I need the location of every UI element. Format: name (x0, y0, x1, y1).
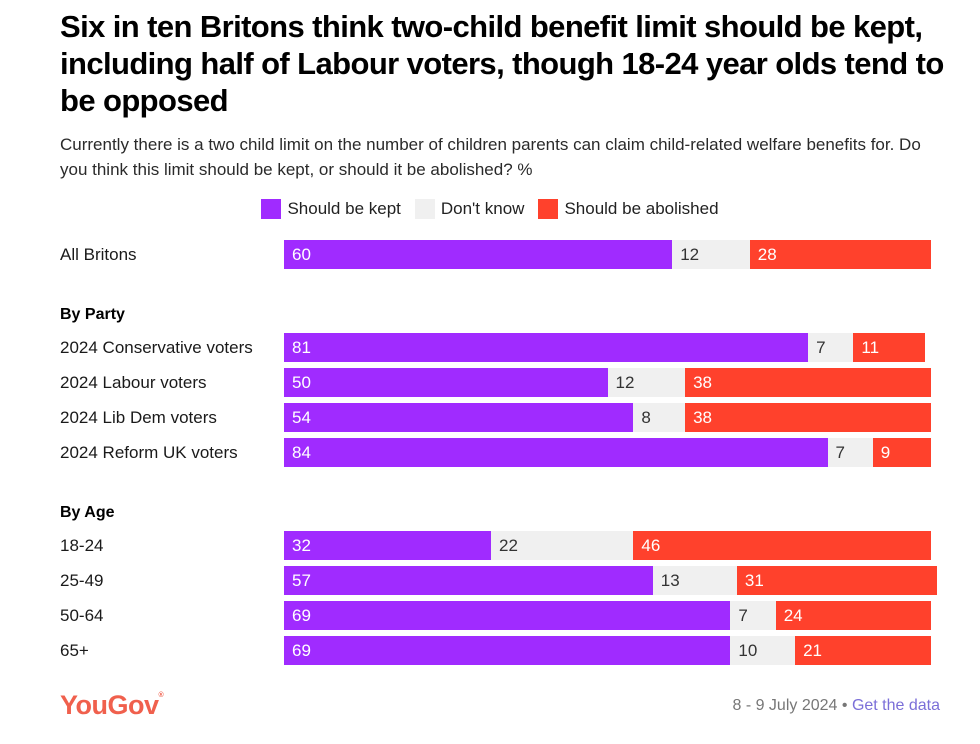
bar-segment-abolished: 21 (795, 636, 931, 665)
bar-segment-dont-know: 12 (607, 368, 686, 397)
data-label: 69 (292, 606, 311, 625)
data-label: 57 (292, 571, 311, 590)
bar-segment-kept: 81 (284, 333, 809, 362)
bar-segment-dont-know: 7 (730, 601, 776, 630)
data-label: 60 (292, 245, 311, 264)
bar-segment-kept: 60 (284, 240, 673, 269)
data-label: 12 (615, 373, 635, 392)
bar-segment-abolished: 38 (685, 368, 931, 397)
bar-segment-dont-know: 22 (491, 531, 634, 560)
bar-segment-abolished: 38 (685, 403, 931, 432)
row-label: 25-49 (60, 571, 104, 590)
legend-item-dont-know: Don't know (414, 199, 525, 219)
data-label: 22 (499, 536, 518, 555)
bar-segment-dont-know: 13 (652, 566, 737, 595)
data-label: 81 (292, 338, 311, 357)
data-label: 38 (693, 408, 713, 427)
row-label: 2024 Lib Dem voters (60, 408, 217, 427)
bar-segment-kept: 84 (284, 438, 828, 467)
legend-swatch-abolished (538, 199, 559, 219)
legend-label-dont-know: Don't know (440, 199, 525, 218)
footer-separator: • (841, 697, 848, 714)
get-the-data-link[interactable]: Get the data (851, 697, 940, 714)
legend-label-abolished: Should be abolished (564, 199, 719, 218)
row-label: 65+ (60, 641, 89, 660)
data-label: 54 (292, 408, 311, 427)
bar-segment-kept: 69 (284, 601, 731, 630)
bar-segment-abolished: 28 (749, 240, 931, 269)
row-label: 2024 Conservative voters (60, 338, 253, 357)
data-label: 8 (641, 408, 651, 427)
group-heading: By Age (60, 504, 115, 521)
row-label: 2024 Reform UK voters (60, 443, 238, 462)
bar-segment-abolished: 11 (853, 333, 925, 362)
data-label: 7 (835, 443, 845, 462)
legend-swatch-dont-know (414, 199, 435, 219)
bar-segment-dont-know: 12 (672, 240, 750, 269)
bar-segment-dont-know: 8 (633, 403, 686, 432)
data-label: 11 (861, 338, 880, 357)
data-label: 7 (738, 606, 748, 625)
bar-segment-kept: 32 (284, 531, 491, 560)
data-label: 28 (757, 245, 777, 264)
data-label: 13 (660, 571, 680, 590)
row-label: 2024 Labour voters (60, 373, 207, 392)
legend-label-kept: Should be kept (287, 199, 401, 218)
data-label: 7 (816, 338, 826, 357)
bar-segment-dont-know: 7 (808, 333, 854, 362)
bar-segment-kept: 54 (284, 403, 634, 432)
bar-segment-abolished: 9 (872, 438, 931, 467)
group-heading: By Party (60, 306, 125, 323)
legend-item-abolished: Should be abolished (538, 199, 719, 219)
bar-segment-kept: 69 (284, 636, 731, 665)
data-label: 12 (680, 245, 700, 264)
data-label: 38 (693, 373, 713, 392)
data-label: 84 (292, 443, 311, 462)
data-label: 50 (292, 373, 311, 392)
bar-segment-dont-know: 7 (827, 438, 873, 467)
bar-segment-dont-know: 10 (730, 636, 796, 665)
bar-segment-kept: 50 (284, 368, 608, 397)
data-label: 10 (738, 641, 758, 660)
legend-swatch-kept (261, 199, 282, 219)
legend: Should be kept Don't know Should be abol… (0, 199, 980, 219)
bar-segment-abolished: 46 (633, 531, 931, 560)
survey-date: 8 - 9 July 2024 (732, 697, 838, 714)
data-label: 31 (744, 571, 764, 590)
data-label: 46 (641, 536, 661, 555)
footer: 8 - 9 July 2024 • Get the data (732, 697, 940, 715)
data-label: 32 (292, 536, 311, 555)
row-label: All Britons (60, 245, 137, 264)
row-label: 50-64 (60, 606, 104, 625)
bar-segment-abolished: 24 (775, 601, 931, 630)
row-label: 18-24 (60, 536, 104, 555)
legend-item-kept: Should be kept (261, 199, 401, 219)
data-label: 9 (880, 443, 891, 462)
bar-segment-abolished: 31 (736, 566, 938, 595)
data-label: 21 (803, 641, 823, 660)
bar-segment-kept: 57 (284, 566, 653, 595)
yougov-logo: YouGov® (60, 690, 164, 720)
data-label: 69 (292, 641, 311, 660)
data-label: 24 (783, 606, 803, 625)
chart-subtitle: Currently there is a two child limit on … (60, 135, 921, 179)
chart-title: Six in ten Britons think two-child benef… (60, 9, 944, 118)
